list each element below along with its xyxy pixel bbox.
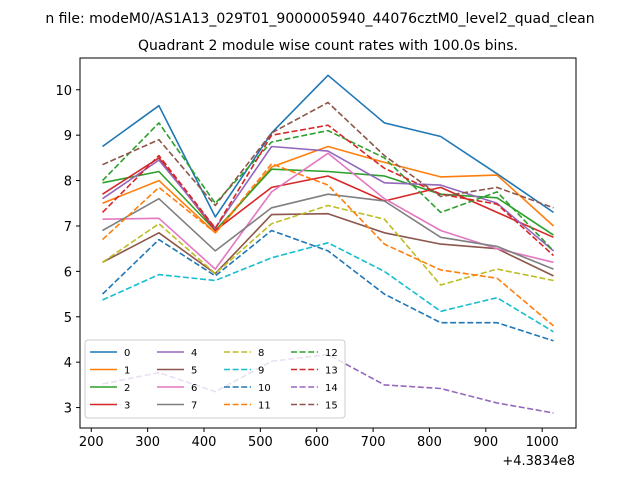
y-tick-label-8: 8 — [64, 175, 72, 190]
legend-label-0: 0 — [124, 348, 130, 359]
x-tick-label-200: 200 — [79, 435, 104, 450]
legend-label-6: 6 — [191, 383, 197, 394]
x-tick-label-1000: 1000 — [526, 435, 559, 450]
series-line-5 — [102, 212, 554, 277]
series-lines — [101, 74, 555, 414]
y-tick-label-7: 7 — [64, 220, 72, 235]
legend-label-9: 9 — [258, 366, 264, 377]
legend-label-3: 3 — [124, 401, 130, 412]
legend-label-14: 14 — [325, 383, 338, 394]
series-line-9 — [102, 242, 554, 333]
legend-label-13: 13 — [325, 366, 338, 377]
legend-label-15: 15 — [325, 401, 338, 412]
series-line-13 — [101, 124, 555, 257]
y-tick-label-9: 9 — [64, 129, 72, 144]
x-tick-label-900: 900 — [473, 435, 498, 450]
series-line-7 — [102, 193, 554, 270]
legend-label-7: 7 — [191, 401, 197, 412]
x-tick-label-600: 600 — [304, 435, 329, 450]
chart-title: Quadrant 2 module wise count rates with … — [138, 38, 518, 54]
x-tick-label-300: 300 — [135, 435, 160, 450]
axes-frame — [79, 57, 577, 429]
y-tick-label-5: 5 — [64, 311, 72, 326]
legend-label-1: 1 — [124, 366, 130, 377]
legend-label-5: 5 — [191, 366, 197, 377]
legend-label-8: 8 — [258, 348, 264, 359]
series-line-8 — [102, 204, 554, 286]
series-line-0 — [102, 74, 554, 218]
x-tick-label-800: 800 — [417, 435, 442, 450]
series-line-12 — [101, 122, 555, 252]
series-line-1 — [102, 145, 555, 234]
x-axis-offset-label: +4.3834e8 — [502, 454, 575, 469]
series-line-10 — [101, 229, 554, 342]
y-tick-label-6: 6 — [64, 265, 72, 280]
figure-suptitle: n file: modeM0/AS1A13_029T01_9000005940_… — [45, 11, 594, 27]
x-tick-label-500: 500 — [248, 435, 273, 450]
x-tick-label-700: 700 — [361, 435, 386, 450]
y-tick-label-3: 3 — [64, 402, 72, 417]
legend-label-10: 10 — [258, 383, 271, 394]
legend-label-12: 12 — [325, 348, 338, 359]
legend-label-11: 11 — [258, 401, 271, 412]
legend-label-4: 4 — [191, 348, 197, 359]
y-tick-label-10: 10 — [55, 84, 72, 99]
legend-box — [84, 339, 346, 419]
series-line-4 — [102, 145, 555, 252]
x-tick-label-400: 400 — [192, 435, 217, 450]
y-tick-label-4: 4 — [64, 356, 72, 371]
legend-label-2: 2 — [124, 383, 130, 394]
series-line-15 — [102, 101, 554, 209]
